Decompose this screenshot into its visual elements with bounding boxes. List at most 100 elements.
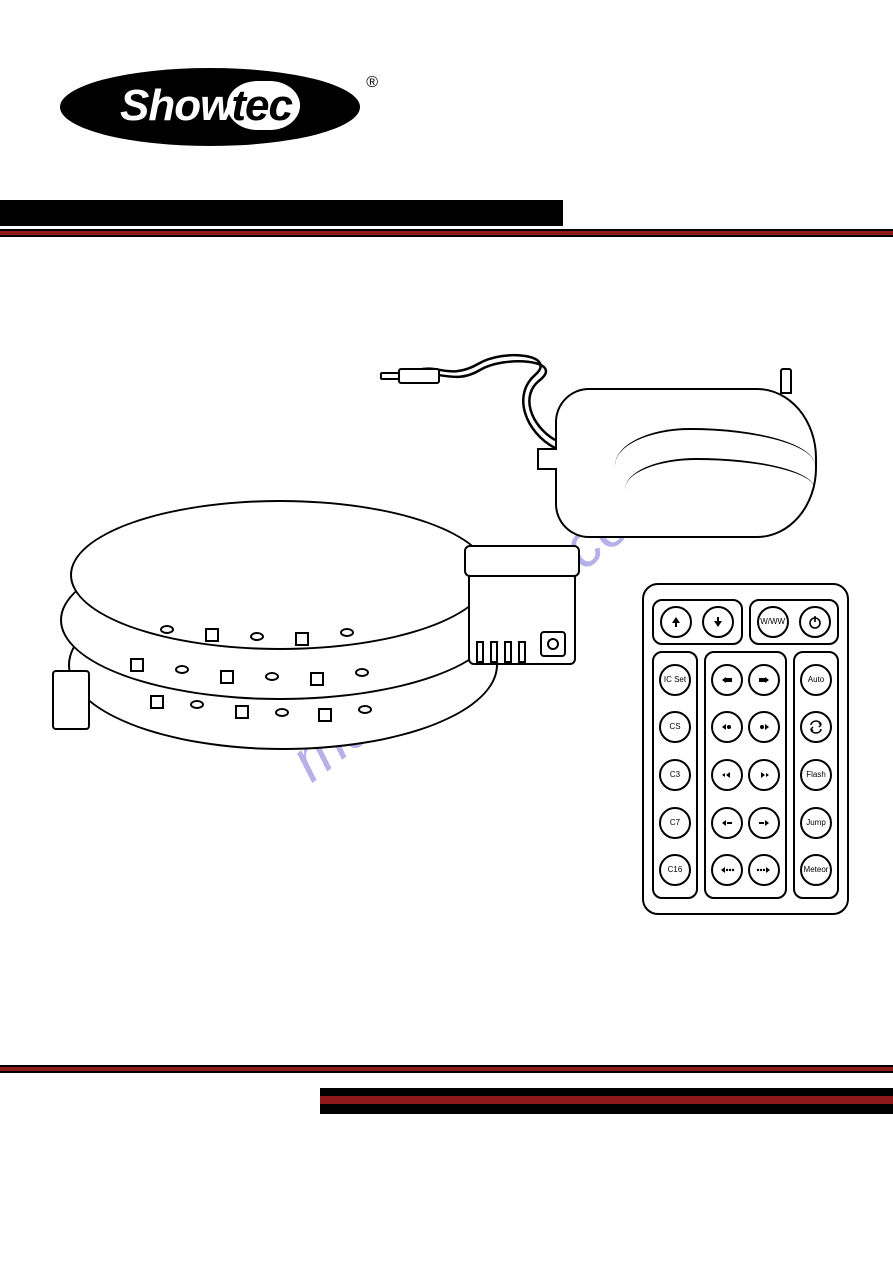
bottom-red-bar [0,1065,893,1073]
top-red-bar [0,229,893,237]
strip-end-tab [52,670,90,730]
mode-1-left-button[interactable] [711,664,743,696]
brightness-down-button[interactable] [702,606,734,638]
bar-left-icon [719,672,735,688]
button-label: W/WW [760,618,785,626]
cs-button[interactable]: CS [659,711,691,743]
remote-top-left-group [652,599,743,645]
meteor-button[interactable]: Meteor [800,854,832,886]
led-oval-icon [160,625,174,634]
mode-4-right-button[interactable] [748,807,780,839]
led-chip-icon [150,695,164,709]
controller-dc-jack [540,631,566,657]
led-chip-icon [318,708,332,722]
remote-button-groups: W/WW IC Set CS C3 C7 C16 [652,599,839,899]
button-label: Flash [806,771,826,779]
product-illustration: W/WW IC Set CS C3 C7 C16 [60,350,850,960]
remote-top-row: W/WW [652,599,839,645]
controller-rib [518,641,526,663]
brand-logo: Showtec ® [60,68,360,146]
button-label: CS [669,723,680,731]
power-adapter [555,368,820,543]
button-label: IC Set [664,676,686,684]
remote-right-column: Auto Flash Jump Meteor [793,651,839,899]
controller-top [464,545,580,577]
dot-right-icon [756,719,772,735]
controller-box [468,545,578,665]
manual-cover-page: Showtec ® manualslive.com [0,0,893,1263]
ir-remote: W/WW IC Set CS C3 C7 C16 [642,583,849,915]
controller-rib [490,641,498,663]
remote-middle-grid [704,651,787,899]
dot-left-icon [719,719,735,735]
dash-right-icon [756,815,772,831]
brightness-up-button[interactable] [660,606,692,638]
adapter-prong [780,368,792,394]
arrow-up-icon [668,614,684,630]
led-strip-coil [60,500,515,800]
led-chip-icon [130,658,144,672]
bar-right-icon [756,672,772,688]
jack-inner-icon [547,638,559,650]
led-oval-icon [358,705,372,714]
logo-text: Showtec [120,81,300,131]
power-icon [807,614,823,630]
mode-3-right-button[interactable] [748,759,780,791]
dots3-right-icon [756,862,772,878]
cycle-icon [808,719,824,735]
dots3-left-icon [719,862,735,878]
controller-rib [476,641,484,663]
led-chip-icon [205,628,219,642]
button-label: C3 [670,771,680,779]
mode-4-left-button[interactable] [711,807,743,839]
dash-left-icon [719,815,735,831]
power-button[interactable] [799,606,831,638]
c7-button[interactable]: C7 [659,807,691,839]
logo-part1: Show [120,81,233,130]
mode-2-left-button[interactable] [711,711,743,743]
mode-3-left-button[interactable] [711,759,743,791]
button-label: Auto [808,676,824,684]
plug-body [398,368,440,384]
led-oval-icon [250,632,264,641]
registered-mark: ® [366,74,378,92]
flash-button[interactable]: Flash [800,759,832,791]
controller-body [468,573,576,665]
button-label: C7 [670,819,680,827]
led-oval-icon [340,628,354,637]
led-chip-icon [310,672,324,686]
c16-button[interactable]: C16 [659,854,691,886]
remote-left-column: IC Set CS C3 C7 C16 [652,651,698,899]
bottom-inset-red-bar [320,1096,893,1104]
button-label: C16 [668,866,683,874]
cycle-button[interactable] [800,711,832,743]
remote-main-grid: IC Set CS C3 C7 C16 [652,651,839,899]
arrow-down-icon [710,614,726,630]
led-chip-icon [235,705,249,719]
mode-1-right-button[interactable] [748,664,780,696]
jump-button[interactable]: Jump [800,807,832,839]
logo-part2: tec [227,81,300,130]
plug-tip [380,372,400,380]
white-toggle-button[interactable]: W/WW [757,606,789,638]
c3-button[interactable]: C3 [659,759,691,791]
dc-plug [380,368,452,384]
led-oval-icon [190,700,204,709]
mode-5-right-button[interactable] [748,854,780,886]
led-oval-icon [275,708,289,717]
button-label: Jump [806,819,826,827]
adapter-cable-exit [537,448,557,470]
led-chip-icon [295,632,309,646]
coil-ring-1 [70,500,490,650]
led-oval-icon [355,668,369,677]
mode-2-right-button[interactable] [748,711,780,743]
controller-rib [504,641,512,663]
top-black-bar [0,200,563,226]
mode-5-left-button[interactable] [711,854,743,886]
tri-right-icon [756,767,772,783]
auto-button[interactable]: Auto [800,664,832,696]
ic-set-button[interactable]: IC Set [659,664,691,696]
logo-ellipse: Showtec [60,68,360,146]
tri-left-icon [719,767,735,783]
led-chip-icon [220,670,234,684]
